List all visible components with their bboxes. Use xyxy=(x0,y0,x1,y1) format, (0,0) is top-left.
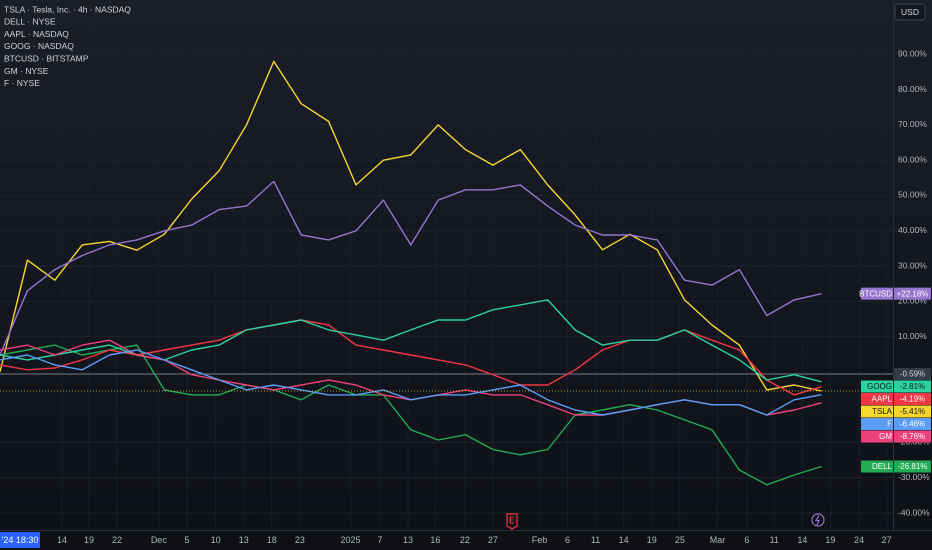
y-tick-label: -40.00% xyxy=(898,507,930,517)
x-tick-label: 23 xyxy=(295,535,305,545)
cursor-time-box xyxy=(0,532,40,548)
x-tick-label: 19 xyxy=(647,535,657,545)
legend: TSLA · Tesla, Inc. · 4h · NASDAQ DELL · N… xyxy=(4,4,131,88)
series-name-box xyxy=(861,380,893,393)
earnings-icon xyxy=(506,513,518,530)
x-tick-label: Feb xyxy=(532,535,548,545)
y-tick-label: -30.00% xyxy=(898,472,930,482)
x-tick-label: 16 xyxy=(430,535,440,545)
x-tick-label: 6 xyxy=(565,535,570,545)
x-tick-label: 27 xyxy=(882,535,892,545)
x-tick-label: 27 xyxy=(488,535,498,545)
series-name-label: AAPL xyxy=(872,395,893,404)
x-tick-label: 13 xyxy=(239,535,249,545)
series-value-box xyxy=(894,380,931,393)
x-tick-label: 11 xyxy=(591,535,600,545)
x-tick-label: 2025 xyxy=(341,535,361,545)
x-tick-label: 10 xyxy=(211,535,221,545)
series-name-box xyxy=(861,430,893,443)
legend-entry: TSLA · Tesla, Inc. · 4h · NASDAQ xyxy=(4,4,131,14)
series-value-box xyxy=(894,430,931,443)
legend-entry: GOOG · NASDAQ xyxy=(4,41,74,51)
series-name-label: GM xyxy=(879,432,892,441)
series-value-box xyxy=(894,392,931,405)
series-value-label: -2.81% xyxy=(900,382,925,391)
x-tick-label: 19 xyxy=(825,535,835,545)
series-value-label: -5.41% xyxy=(900,407,925,416)
axis-labels: 90.00% 80.00% 70.00% 60.00% 50.00% 40.00% 30.0… xyxy=(57,49,931,545)
series-name-label: F xyxy=(887,420,892,429)
y-tick-label: 30.00% xyxy=(898,260,927,270)
x-tick-label: 14 xyxy=(619,535,629,545)
series-value-label: -6.46% xyxy=(900,420,925,429)
series-value-box xyxy=(894,405,931,418)
cursor-time-label: '24 18:30 xyxy=(2,535,39,545)
legend-entry: DELL · NYSE xyxy=(4,17,56,27)
series-value-label: -26.81% xyxy=(898,462,928,471)
series-line xyxy=(0,344,822,486)
x-tick-label: 22 xyxy=(112,535,122,545)
x-tick-label: 7 xyxy=(377,535,382,545)
series-value-box xyxy=(894,287,931,300)
y-tick-label: 90.00% xyxy=(898,49,927,59)
series-value-label: +22.18% xyxy=(897,289,929,298)
x-tick-label: 22 xyxy=(460,535,470,545)
series-name-box xyxy=(861,460,893,473)
x-tick-label: 19 xyxy=(84,535,94,545)
series-name-label: TSLA xyxy=(872,407,893,416)
y-tick-label: 70.00% xyxy=(898,119,927,129)
legend-entry: AAPL · NASDAQ xyxy=(4,29,69,39)
y-tick-label: 10.00% xyxy=(898,331,927,341)
series-value-label: -8.76% xyxy=(900,432,925,441)
series-line xyxy=(0,349,822,416)
series-value-box xyxy=(894,417,931,430)
x-tick-label: 14 xyxy=(797,535,807,545)
series-name-label: GOOG xyxy=(867,382,892,391)
series-name-box xyxy=(861,417,893,430)
series-name-box xyxy=(861,392,893,405)
x-tick-label: 6 xyxy=(744,535,749,545)
x-tick-label: 25 xyxy=(675,535,685,545)
x-tick-label: 5 xyxy=(184,535,189,545)
x-tick-label: 18 xyxy=(267,535,277,545)
lines xyxy=(0,60,893,486)
legend-entry: F · NYSE xyxy=(4,78,40,88)
series-value-label: -4.19% xyxy=(900,395,925,404)
grid xyxy=(0,53,893,514)
y-tick-label: 50.00% xyxy=(898,190,927,200)
currency-button-label[interactable]: USD xyxy=(901,7,919,17)
x-tick-label: Dec xyxy=(151,535,168,545)
y-tick-label: 60.00% xyxy=(898,154,927,164)
y-tick-label: 20.00% xyxy=(898,296,927,306)
x-tick-label: 24 xyxy=(854,535,864,545)
series-name-label: BTCUSD xyxy=(859,289,892,298)
x-tick-label: Mar xyxy=(710,535,726,545)
y-tick-label: 80.00% xyxy=(898,84,927,94)
reference-label: -0.59% xyxy=(900,370,925,379)
currency-button[interactable] xyxy=(894,3,926,21)
series-line xyxy=(0,180,822,356)
legend-entry: GM · NYSE xyxy=(4,66,49,76)
dividends-icon xyxy=(811,513,825,527)
y-tick-label: 40.00% xyxy=(898,225,927,235)
x-tick-label: 11 xyxy=(770,535,779,545)
x-tick-label: 13 xyxy=(403,535,413,545)
reference-label-box xyxy=(894,367,931,380)
series-line xyxy=(0,60,822,392)
series-value-box xyxy=(894,460,931,473)
x-tick-label: 14 xyxy=(57,535,67,545)
series-name-box xyxy=(861,405,893,418)
series-name-label: DELL xyxy=(872,462,893,471)
legend-entry: BTCUSD · BITSTAMP xyxy=(4,53,89,63)
series-name-box xyxy=(861,287,893,300)
